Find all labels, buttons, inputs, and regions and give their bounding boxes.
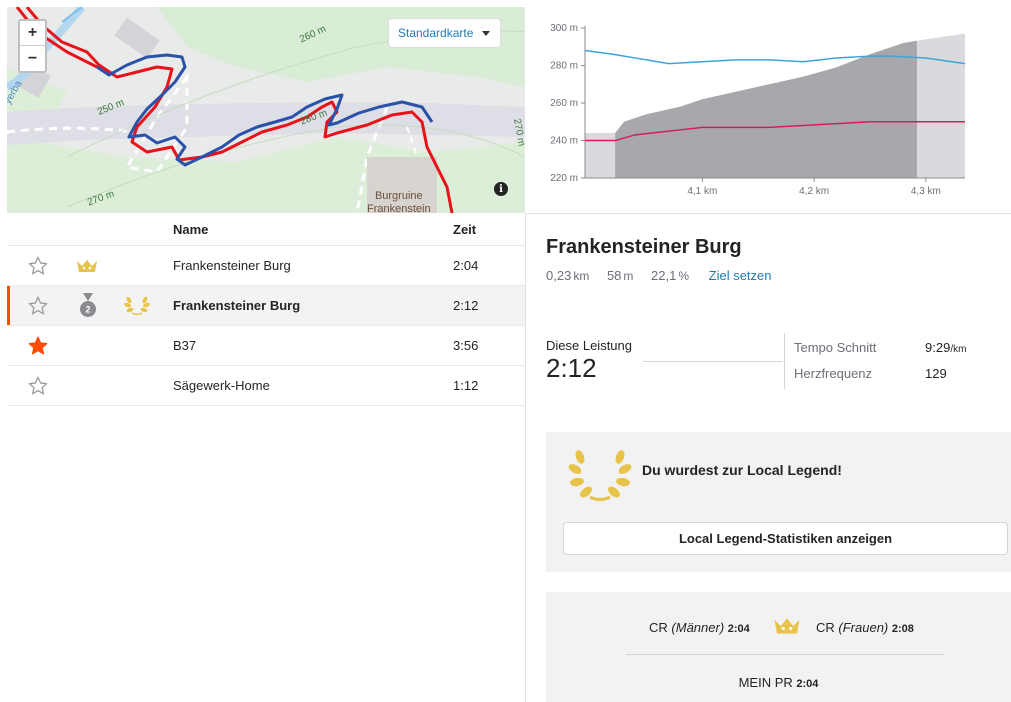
y-tick-label: 260 m — [550, 98, 578, 109]
segment-distance: 0,23 — [546, 268, 572, 283]
map-type-label: Standardkarte — [398, 26, 474, 40]
cr-men[interactable]: CR (Männer) 2:04 — [649, 620, 750, 635]
star-outline-icon[interactable] — [27, 375, 49, 397]
pace-label: Tempo Schnitt — [794, 340, 877, 355]
pace-number: 9:29 — [925, 340, 951, 355]
pr-time: 2:04 — [796, 678, 819, 690]
series-line-2 — [585, 121, 965, 142]
pace-value: 9:29/km — [925, 340, 966, 355]
segment-distance-unit: km — [573, 269, 590, 283]
star-filled-icon[interactable] — [27, 335, 49, 357]
table-row-active[interactable]: 2 Frankensteiner Burg 2:12 — [7, 286, 525, 326]
elevation-area-highlight — [615, 40, 917, 178]
cr-women[interactable]: CR (Frauen) 2:08 — [816, 620, 914, 635]
segment-map[interactable]: 260 m 250 m 280 m 270 m 270 m yerba Burg… — [7, 7, 525, 213]
map-type-dropdown[interactable]: Standardkarte — [388, 18, 501, 48]
panel-divider — [525, 213, 526, 702]
row-name[interactable]: Frankensteiner Burg — [173, 298, 301, 313]
cr-men-prefix: CR — [649, 620, 668, 635]
row-time: 2:04 — [453, 258, 479, 273]
y-tick-label: 300 m — [550, 23, 578, 34]
laurel-icon — [124, 296, 150, 315]
poi-label: Burgruine Frankenstein — [367, 190, 431, 213]
personal-record: MEIN PR 2:04 — [546, 675, 1011, 690]
table-header: Name Zeit — [7, 213, 525, 246]
set-goal-link[interactable]: Ziel setzen — [708, 268, 772, 283]
series-line-1 — [584, 49, 966, 65]
chart-divider — [525, 213, 1011, 214]
this-effort-time: 2:12 — [546, 353, 597, 383]
pace-unit: /km — [950, 344, 967, 355]
x-tick-label: 4,3 km — [911, 186, 941, 197]
row-name[interactable]: Sägewerk-Home — [173, 378, 270, 393]
row-time: 3:56 — [453, 338, 479, 353]
row-time: 1:12 — [453, 378, 479, 393]
local-legend-laurel-icon — [568, 450, 632, 501]
row-time: 2:12 — [453, 298, 479, 313]
star-outline-icon[interactable] — [27, 295, 49, 317]
segment-elevation-unit: m — [623, 269, 634, 283]
y-tick-label: 240 m — [550, 136, 578, 147]
star-outline-icon[interactable] — [27, 255, 49, 277]
poi-label-line2: Frankenstein — [367, 203, 431, 213]
segment-elevation: 58 — [606, 268, 622, 283]
cr-men-label: (Männer) — [671, 620, 725, 635]
table-row[interactable]: Sägewerk-Home 1:12 — [7, 366, 525, 406]
medal-number: 2 — [85, 305, 90, 315]
crown-icon — [774, 618, 800, 634]
cr-women-label: (Frauen) — [838, 620, 889, 635]
zoom-control: + − — [18, 19, 47, 73]
pr-label: MEIN PR — [738, 675, 793, 690]
this-effort-label: Diese Leistung — [546, 338, 632, 353]
zoom-out-button[interactable]: − — [27, 49, 38, 67]
x-tick-label: 4,2 km — [799, 186, 829, 197]
segment-grade: 22,1 — [651, 268, 677, 283]
cr-men-time: 2:04 — [727, 623, 750, 635]
elevation-chart[interactable]: 300 m 280 m 260 m 240 m 220 m 4,1 km 4,2 km 4,3… — [535, 14, 975, 204]
poi-label-line1: Burgruine — [374, 190, 423, 202]
segment-table: Name Zeit Frankensteiner Burg 2:04 2 — [7, 213, 525, 406]
heart-rate-value: 129 — [925, 366, 947, 381]
local-legend-card: Du wurdest zur Local Legend! Local Legen… — [546, 432, 1011, 572]
row-name[interactable]: Frankensteiner Burg — [173, 258, 291, 273]
cr-women-time: 2:08 — [891, 623, 914, 635]
effort-divider — [643, 361, 783, 362]
segment-grade-unit: % — [678, 269, 690, 283]
cr-women-prefix: CR — [816, 620, 835, 635]
effort-vertical-divider — [784, 333, 785, 389]
header-name: Name — [173, 221, 209, 237]
heart-rate-label: Herzfrequenz — [794, 366, 873, 381]
segment-title: Frankensteiner Burg — [546, 236, 742, 258]
crown-icon — [77, 260, 97, 272]
caret-down-icon — [482, 30, 491, 36]
x-tick-label: 4,1 km — [687, 186, 717, 197]
table-row[interactable]: B37 3:56 — [7, 326, 525, 366]
table-row[interactable]: Frankensteiner Burg 2:04 — [7, 246, 525, 286]
info-icon[interactable]: i — [494, 182, 508, 196]
chart-marks: 300 m 280 m 260 m 240 m 220 m 4,1 km 4,2 km 4,3… — [550, 23, 966, 197]
header-time: Zeit — [453, 221, 477, 237]
cr-divider — [626, 654, 944, 655]
course-record-card: CR (Männer) 2:04 CR (Frauen) 2:08 MEIN P… — [546, 592, 1011, 702]
row-name[interactable]: B37 — [173, 338, 197, 353]
local-legend-stats-button[interactable]: Local Legend-Statistiken anzeigen — [563, 522, 1008, 555]
local-legend-title: Du wurdest zur Local Legend! — [642, 462, 842, 478]
medal-icon: 2 — [80, 293, 96, 317]
y-tick-label: 220 m — [550, 173, 578, 184]
segment-stats: 0,23 km 58 m 22,1% Ziel setzen — [546, 268, 772, 283]
zoom-in-button[interactable]: + — [20, 21, 45, 46]
y-tick-label: 280 m — [550, 61, 578, 72]
